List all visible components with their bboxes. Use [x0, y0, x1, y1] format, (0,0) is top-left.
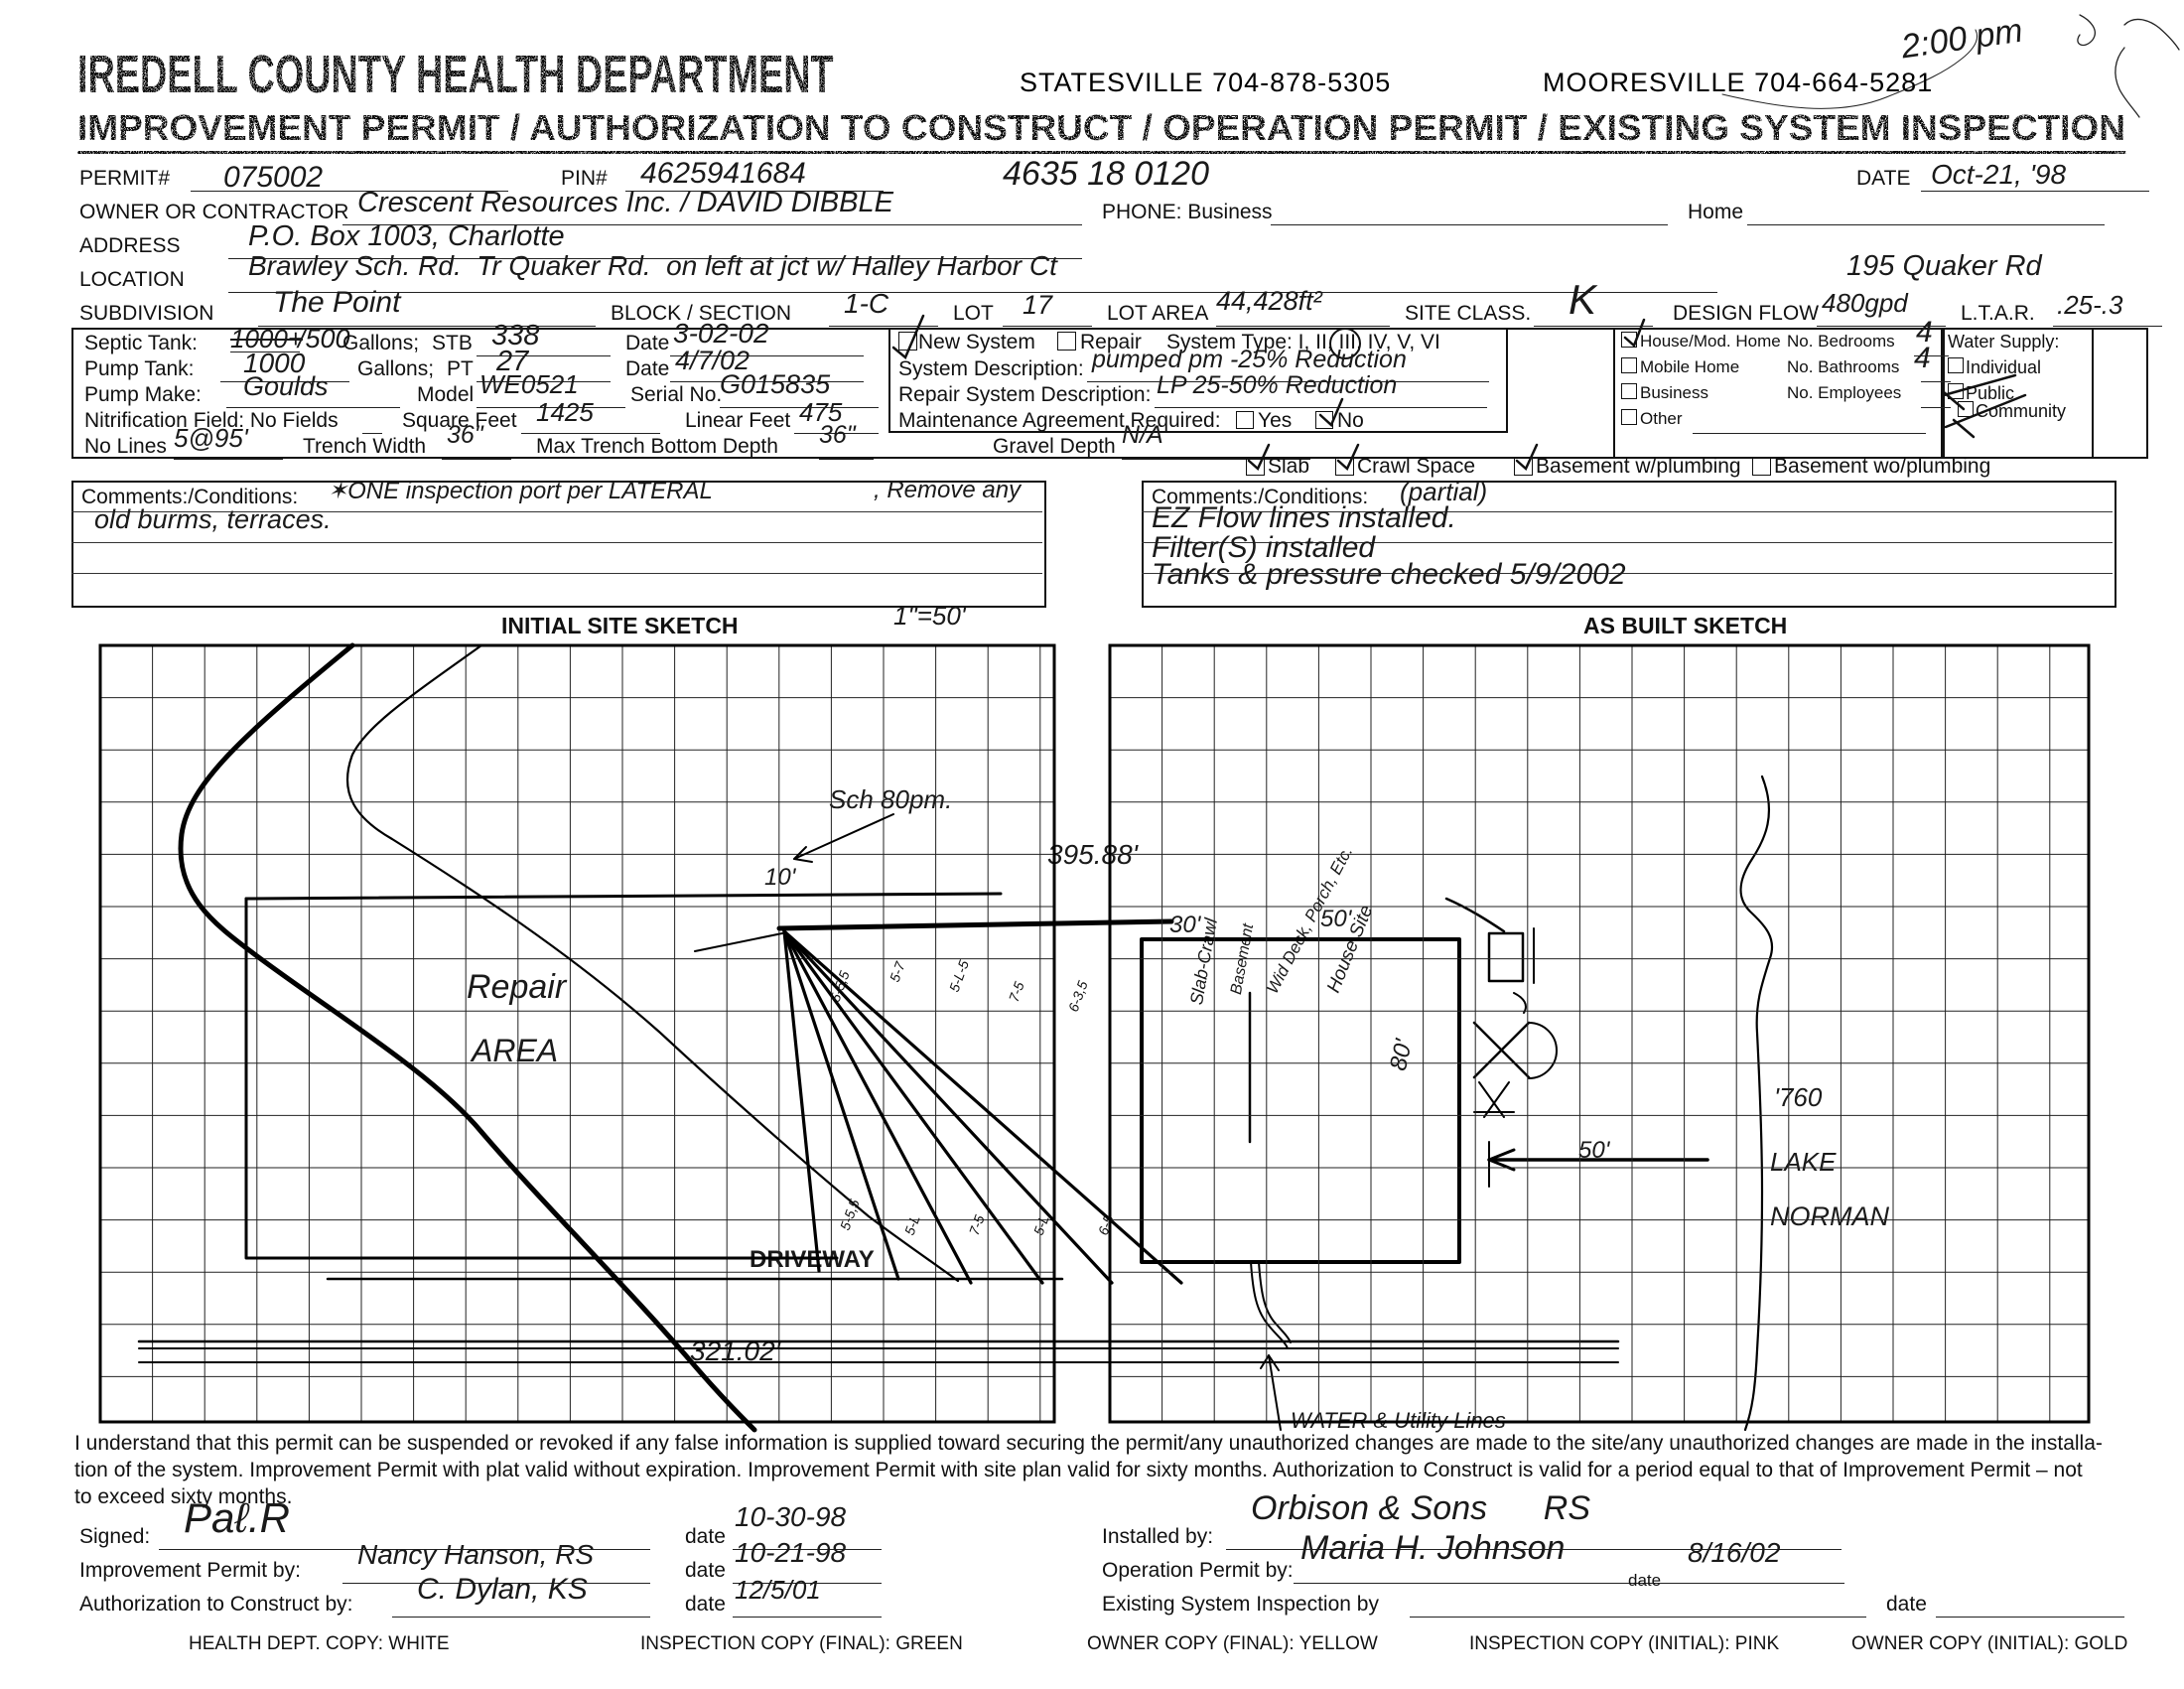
svg-text:7-5: 7-5	[966, 1212, 988, 1237]
svg-text:5-L-5: 5-L-5	[946, 958, 972, 994]
svg-text:5-7: 5-7	[887, 958, 908, 984]
svg-text:5-L: 5-L	[901, 1213, 923, 1237]
svg-text:6-5: 6-5	[1095, 1212, 1117, 1237]
svg-text:6-3,5: 6-3,5	[1065, 978, 1091, 1014]
svg-text:5-5,5: 5-5,5	[837, 1196, 863, 1232]
svg-text:7-5: 7-5	[1006, 979, 1027, 1004]
